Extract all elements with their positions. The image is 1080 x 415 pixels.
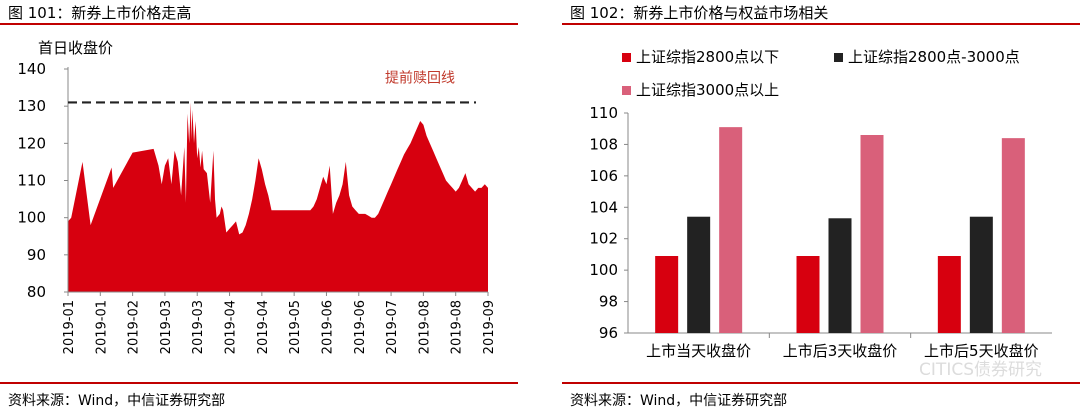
left-y-tick-label: 100 bbox=[17, 209, 46, 227]
right-y-tick-label: 98 bbox=[599, 293, 618, 311]
left-x-tick-label: 2019-09 bbox=[482, 300, 497, 354]
left-x-tick-label: 2019-03 bbox=[191, 300, 206, 354]
left-x-tick-label: 2019-07 bbox=[385, 300, 400, 354]
bar-1 bbox=[655, 256, 679, 333]
left-y-tick-label: 140 bbox=[17, 60, 46, 78]
left-y-axis-title: 首日收盘价 bbox=[38, 39, 113, 57]
left-y-tick-label: 120 bbox=[17, 134, 46, 152]
left-x-tick-label: 2019-01 bbox=[94, 300, 109, 354]
left-y-tick-label: 110 bbox=[17, 172, 46, 190]
left-figure-title: 图 101：新券上市价格走高 bbox=[8, 4, 192, 22]
left-x-tick-label: 2019-06 bbox=[320, 300, 335, 354]
bar-1 bbox=[796, 256, 820, 333]
left-y-tick-label: 80 bbox=[27, 283, 46, 301]
right-y-tick-label: 96 bbox=[599, 324, 618, 342]
right-source-rule bbox=[562, 382, 1080, 384]
bar-2 bbox=[969, 216, 993, 333]
bar-1 bbox=[937, 256, 961, 333]
legend-label: 上证综指2800点-3000点 bbox=[848, 48, 1020, 66]
right-figure: 图 102：新券上市价格与权益市场相关 96 98 100 102 104 106 108 1… bbox=[562, 0, 1080, 415]
category-label: 上市后3天收盘价 bbox=[783, 342, 898, 360]
bar-3 bbox=[860, 135, 884, 333]
right-y-tick-label: 108 bbox=[589, 135, 618, 153]
left-x-tick-label: 2019-04 bbox=[256, 300, 271, 354]
left-y-tick-label: 90 bbox=[27, 246, 46, 264]
left-x-tick-label: 2019-08 bbox=[450, 300, 465, 354]
legend-label: 上证综指3000点以上 bbox=[636, 81, 779, 99]
right-y-tick-label: 104 bbox=[589, 198, 618, 216]
legend-swatch bbox=[622, 86, 631, 95]
right-source: 资料来源：Wind，中信证券研究部 bbox=[570, 393, 788, 409]
left-x-tick-label: 2019-04 bbox=[224, 300, 239, 354]
left-x-tick-label: 2019-02 bbox=[127, 300, 142, 354]
right-title-rule bbox=[562, 23, 1080, 25]
left-y-tick-label: 130 bbox=[17, 97, 46, 115]
left-source-rule bbox=[0, 382, 518, 384]
price-area-series bbox=[68, 102, 488, 292]
legend-label: 上证综指2800点以下 bbox=[636, 48, 779, 66]
category-label: 上市当天收盘价 bbox=[646, 342, 751, 360]
category-label: 上市后5天收盘价 bbox=[924, 342, 1039, 360]
left-x-tick-label: 2019-06 bbox=[353, 300, 368, 354]
area-chart: 首日收盘价 80 90 100 110 120 130 140 提前赎回线 2019-01 2019… bbox=[17, 39, 497, 354]
left-source: 资料来源：Wind，中信证券研究部 bbox=[8, 393, 226, 409]
left-x-tick-label: 2019-01 bbox=[62, 300, 77, 354]
legend-swatch bbox=[622, 53, 631, 62]
left-x-tick-label: 2019-05 bbox=[288, 300, 303, 354]
left-x-tick-label: 2019-03 bbox=[159, 300, 174, 354]
right-y-tick-label: 100 bbox=[589, 261, 618, 279]
legend-swatch bbox=[834, 53, 843, 62]
bar-2 bbox=[828, 218, 852, 333]
right-y-tick-label: 106 bbox=[589, 167, 618, 185]
right-y-tick-label: 102 bbox=[589, 230, 618, 248]
early-redemption-label: 提前赎回线 bbox=[385, 69, 455, 86]
right-figure-title: 图 102：新券上市价格与权益市场相关 bbox=[570, 4, 829, 22]
left-x-tick-label: 2019-08 bbox=[417, 300, 432, 354]
right-y-tick-label: 110 bbox=[589, 104, 618, 122]
left-figure: 图 101：新券上市价格走高 首日收盘价 80 90 100 110 120 130 140 提… bbox=[0, 0, 518, 415]
bar-3 bbox=[719, 127, 743, 334]
bar-chart: 96 98 100 102 104 106 108 110 上市当天收盘价 上市后3天收盘价 上市后… bbox=[589, 48, 1052, 360]
bar-2 bbox=[687, 216, 711, 333]
watermark: CITICS债券研究 bbox=[919, 360, 1042, 380]
bar-3 bbox=[1001, 138, 1025, 333]
left-title-rule bbox=[0, 23, 518, 25]
